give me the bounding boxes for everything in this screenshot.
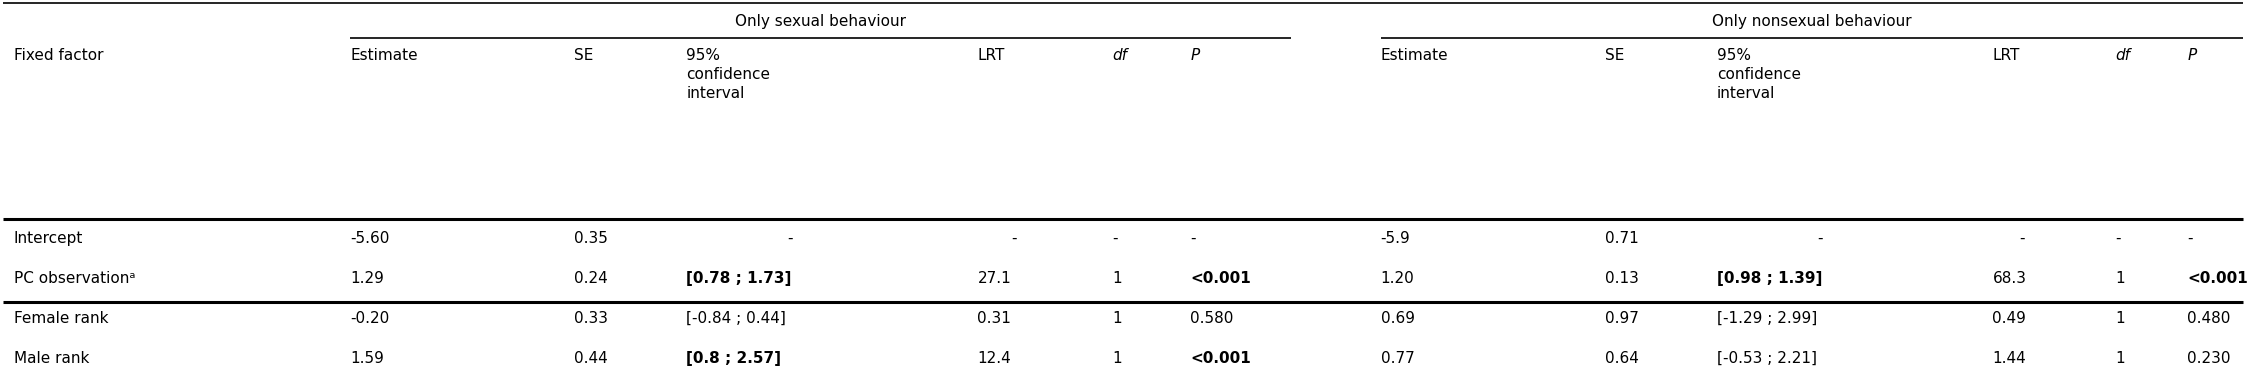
Text: 1: 1 (1111, 351, 1122, 365)
Text: Only sexual behaviour: Only sexual behaviour (735, 14, 905, 29)
Text: [0.8 ; 2.57]: [0.8 ; 2.57] (686, 351, 781, 365)
Text: 0.49: 0.49 (1991, 311, 2025, 326)
Text: df: df (1111, 49, 1127, 63)
Text: 1.44: 1.44 (1991, 351, 2025, 365)
Text: -5.9: -5.9 (1380, 231, 1410, 246)
Text: -: - (1817, 231, 1824, 246)
Text: 0.13: 0.13 (1604, 271, 1638, 286)
Text: 0.35: 0.35 (575, 231, 609, 246)
Text: Estimate: Estimate (351, 49, 419, 63)
Text: 1.59: 1.59 (351, 351, 385, 365)
Text: 1: 1 (1111, 311, 1122, 326)
Text: Intercept: Intercept (14, 231, 84, 246)
Text: 0.97: 0.97 (1604, 311, 1638, 326)
Text: 0.230: 0.230 (2188, 351, 2231, 365)
Text: Male rank: Male rank (14, 351, 88, 365)
Text: -: - (1111, 231, 1118, 246)
Text: 68.3: 68.3 (1991, 271, 2025, 286)
Text: 0.64: 0.64 (1604, 351, 1638, 365)
Text: -0.20: -0.20 (351, 311, 389, 326)
Text: 1: 1 (2116, 271, 2125, 286)
Text: -: - (2188, 231, 2193, 246)
Text: P: P (2188, 49, 2197, 63)
Text: <0.001: <0.001 (1190, 271, 1251, 286)
Text: PC observationᵃ: PC observationᵃ (14, 271, 136, 286)
Text: 0.580: 0.580 (1190, 311, 1233, 326)
Text: 0.69: 0.69 (1380, 311, 1414, 326)
Text: 0.33: 0.33 (575, 311, 609, 326)
Text: 95%
confidence
interval: 95% confidence interval (686, 49, 769, 100)
Text: 1: 1 (2116, 351, 2125, 365)
Text: 0.71: 0.71 (1604, 231, 1638, 246)
Text: 1.20: 1.20 (1380, 271, 1414, 286)
Text: [-0.53 ; 2.21]: [-0.53 ; 2.21] (1718, 351, 1817, 365)
Text: -: - (1012, 231, 1016, 246)
Text: Estimate: Estimate (1380, 49, 1448, 63)
Text: Fixed factor: Fixed factor (14, 49, 104, 63)
Text: [-0.84 ; 0.44]: [-0.84 ; 0.44] (686, 311, 785, 326)
Text: <0.001: <0.001 (1190, 351, 1251, 365)
Text: LRT: LRT (978, 49, 1005, 63)
Text: Female rank: Female rank (14, 311, 109, 326)
Text: P: P (1190, 49, 1199, 63)
Text: 0.44: 0.44 (575, 351, 609, 365)
Text: 0.31: 0.31 (978, 311, 1012, 326)
Text: 12.4: 12.4 (978, 351, 1012, 365)
Text: 95%
confidence
interval: 95% confidence interval (1718, 49, 1801, 100)
Text: SE: SE (1604, 49, 1625, 63)
Text: -: - (1190, 231, 1195, 246)
Text: [-1.29 ; 2.99]: [-1.29 ; 2.99] (1718, 311, 1817, 326)
Text: 0.77: 0.77 (1380, 351, 1414, 365)
Text: SE: SE (575, 49, 593, 63)
Text: -: - (2116, 231, 2120, 246)
Text: df: df (2116, 49, 2129, 63)
Text: 1.29: 1.29 (351, 271, 385, 286)
Text: 0.480: 0.480 (2188, 311, 2231, 326)
Text: -: - (788, 231, 792, 246)
Text: -5.60: -5.60 (351, 231, 389, 246)
Text: [0.98 ; 1.39]: [0.98 ; 1.39] (1718, 271, 1822, 286)
Text: 27.1: 27.1 (978, 271, 1012, 286)
Text: 1: 1 (2116, 311, 2125, 326)
Text: 1: 1 (1111, 271, 1122, 286)
Text: LRT: LRT (1991, 49, 2021, 63)
Text: 0.24: 0.24 (575, 271, 609, 286)
Text: Only nonsexual behaviour: Only nonsexual behaviour (1713, 14, 1912, 29)
Text: [0.78 ; 1.73]: [0.78 ; 1.73] (686, 271, 792, 286)
Text: -: - (2019, 231, 2025, 246)
Text: <0.001: <0.001 (2188, 271, 2247, 286)
